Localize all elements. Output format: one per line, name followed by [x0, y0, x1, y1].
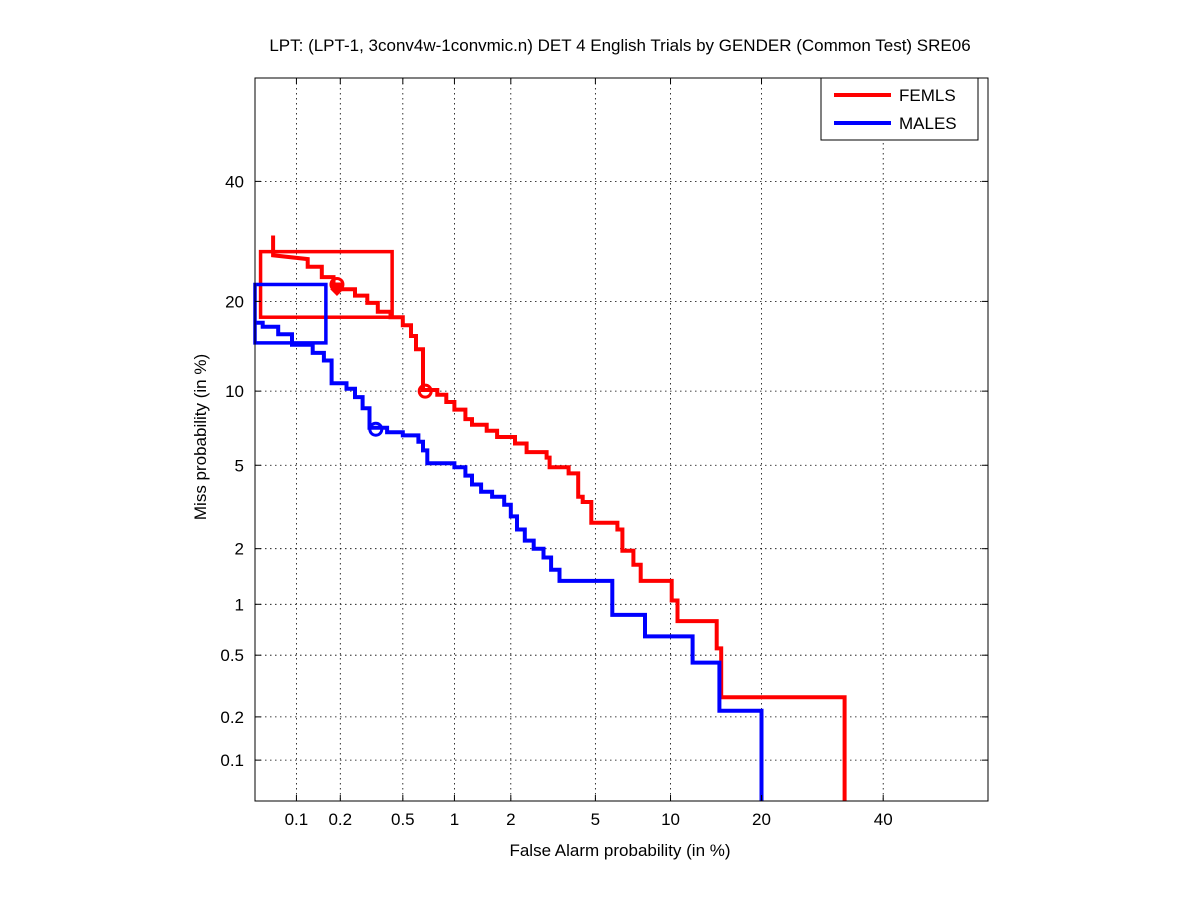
- x-tick-label: 0.1: [285, 810, 309, 829]
- tick-layer: 0.1 0.2 0.5 1 2 5 10 20 40 0.1 0.2 0.5 1 2 5 10 20 40: [220, 78, 988, 829]
- y-axis-label: Miss probability (in %): [191, 354, 210, 520]
- legend-label-femls: FEMLS: [899, 86, 956, 105]
- x-tick-label: 20: [752, 810, 771, 829]
- x-tick-label: 1: [450, 810, 459, 829]
- marker-circle-femls: [417, 383, 433, 399]
- series-layer: [255, 235, 847, 801]
- x-axis-label: False Alarm probability (in %): [509, 841, 730, 860]
- marker-layer: [329, 276, 433, 437]
- y-tick-label: 1: [235, 595, 244, 614]
- x-tick-label: 40: [874, 810, 893, 829]
- y-tick-label: 0.2: [220, 708, 244, 727]
- y-tick-label: 5: [235, 456, 244, 475]
- y-tick-label: 40: [225, 172, 244, 191]
- x-tick-label: 5: [591, 810, 600, 829]
- y-tick-label: 10: [225, 382, 244, 401]
- x-tick-label: 0.5: [391, 810, 415, 829]
- grid-layer: [255, 78, 988, 801]
- marker-diamond-femls: [330, 282, 344, 297]
- x-tick-label: 2: [506, 810, 515, 829]
- x-tick-label: 0.2: [328, 810, 352, 829]
- y-tick-label: 0.1: [220, 751, 244, 770]
- y-tick-label: 20: [225, 292, 244, 311]
- y-tick-label: 0.5: [220, 646, 244, 665]
- det-curve-males: [255, 320, 764, 801]
- y-tick-label: 2: [235, 540, 244, 559]
- marker-circle-males: [368, 421, 384, 437]
- legend-box: [820, 77, 979, 141]
- legend: FEMLS MALES: [820, 77, 979, 141]
- chart-title: LPT: (LPT-1, 3conv4w-1convmic.n) DET 4 E…: [269, 36, 970, 55]
- x-tick-label: 10: [661, 810, 680, 829]
- legend-label-males: MALES: [899, 114, 957, 133]
- plot-frame: [254, 77, 989, 802]
- det-curve-femls: [271, 235, 847, 801]
